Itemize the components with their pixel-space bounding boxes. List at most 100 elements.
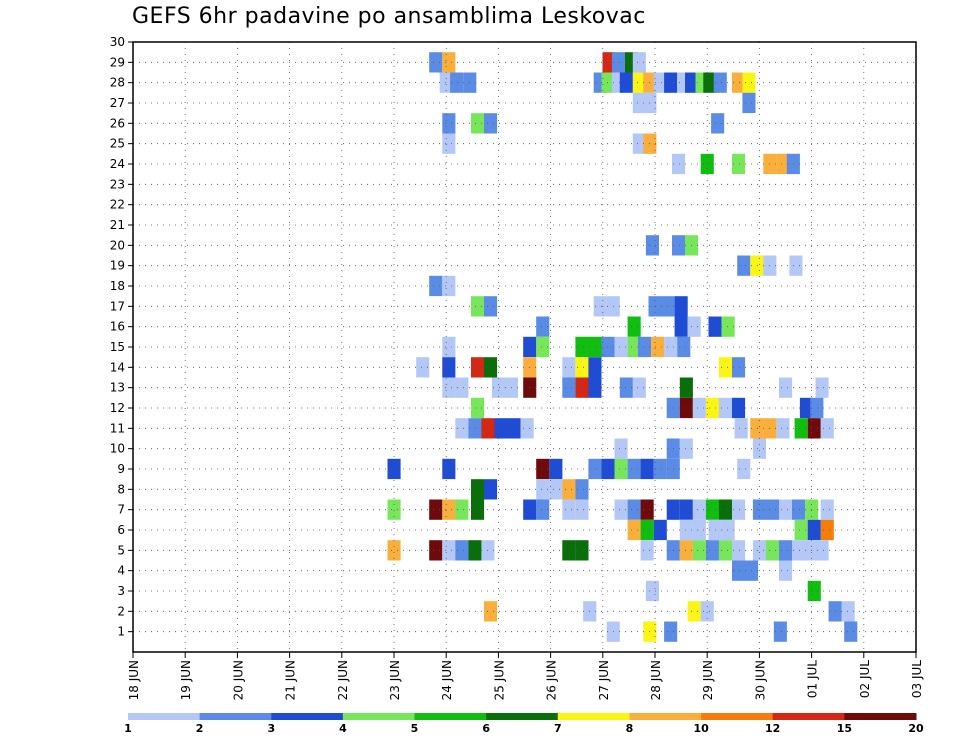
heatmap-cell xyxy=(750,255,764,276)
heatmap-cell xyxy=(549,479,563,500)
heatmap-cell xyxy=(732,540,746,561)
heatmap-cell xyxy=(807,519,821,541)
x-tick-label: 29 JUN xyxy=(701,660,715,700)
y-tick-label: 22 xyxy=(110,198,125,212)
heatmap-cell xyxy=(611,52,625,73)
x-tick-label: 01 JUL xyxy=(806,660,820,698)
heatmap-cell xyxy=(794,519,808,541)
x-tick-label: 20 JUN xyxy=(231,660,245,700)
heatmap-cell xyxy=(779,540,793,561)
heatmap-cell xyxy=(549,458,563,480)
heatmap-cell xyxy=(536,479,550,500)
y-tick-label: 23 xyxy=(110,177,125,191)
y-tick-label: 14 xyxy=(110,360,125,374)
heatmap-cell xyxy=(455,499,469,520)
heatmap-cell xyxy=(575,377,589,398)
heatmap-cell xyxy=(593,296,607,317)
heatmap-cell xyxy=(416,357,430,378)
heatmap-cell xyxy=(794,418,808,439)
heatmap-cell xyxy=(679,397,693,419)
heatmap-cell xyxy=(601,458,615,480)
heatmap-cell xyxy=(638,336,652,358)
colorbar-label: 7 xyxy=(554,722,562,735)
heatmap-cell xyxy=(732,499,746,520)
heatmap-cell xyxy=(520,418,534,439)
heatmap-cell xyxy=(700,601,714,622)
y-tick-label: 28 xyxy=(110,76,125,90)
y-tick-label: 1 xyxy=(117,625,125,639)
heatmap-cell xyxy=(484,479,498,500)
x-tick-label: 03 JUL xyxy=(910,660,924,698)
heatmap-cell xyxy=(742,72,756,93)
y-tick-label: 3 xyxy=(117,584,125,598)
x-tick-label: 27 JUN xyxy=(597,660,611,700)
y-tick-label: 27 xyxy=(110,96,125,110)
heatmap-cell xyxy=(387,499,401,520)
colorbar-label: 2 xyxy=(196,722,204,735)
heatmap-cell xyxy=(588,357,602,378)
heatmap-cell xyxy=(429,275,443,297)
y-tick-label: 8 xyxy=(117,482,125,496)
heatmap-cell xyxy=(705,540,719,561)
heatmap-cell xyxy=(455,377,469,398)
heatmap-cell xyxy=(792,540,806,561)
x-tick-label: 25 JUN xyxy=(492,660,506,700)
x-tick-label: 02 JUL xyxy=(858,660,872,698)
heatmap-cell xyxy=(750,418,764,439)
heatmap-cell xyxy=(614,438,628,459)
heatmap-cell xyxy=(627,336,641,358)
heatmap-cell xyxy=(841,601,855,622)
y-tick-label: 18 xyxy=(110,279,125,293)
y-tick-label: 30 xyxy=(110,35,125,49)
heatmap-cell xyxy=(632,72,646,93)
heatmap-cell xyxy=(575,357,589,378)
heatmap-cell xyxy=(705,499,719,520)
heatmap-cell xyxy=(674,296,688,317)
heatmap-cell xyxy=(536,336,550,358)
x-tick-label: 23 JUN xyxy=(388,660,402,700)
heatmap-cell xyxy=(450,72,464,93)
y-tick-label: 29 xyxy=(110,55,125,69)
heatmap-cell xyxy=(779,499,793,520)
heatmap-cell xyxy=(429,52,443,73)
colorbar-swatch xyxy=(486,713,559,720)
y-tick-label: 19 xyxy=(110,259,125,273)
heatmap-cell xyxy=(536,499,550,520)
chart-title: GEFS 6hr padavine po ansamblima Leskovac xyxy=(132,4,646,29)
heatmap-cell xyxy=(651,336,665,358)
heatmap-cell xyxy=(679,499,693,520)
heatmap-cell xyxy=(627,519,641,541)
heatmap-cell xyxy=(484,113,498,134)
heatmap-cell xyxy=(721,519,735,541)
heatmap-cell xyxy=(776,153,790,175)
heatmap-cell xyxy=(632,52,646,73)
heatmap-cell xyxy=(588,377,602,398)
heatmap-cell xyxy=(692,540,706,561)
heatmap-cell xyxy=(661,296,675,317)
heatmap-cell xyxy=(844,621,858,642)
heatmap-cell xyxy=(601,336,615,358)
heatmap-cell xyxy=(442,275,456,297)
y-tick-label: 9 xyxy=(117,462,125,476)
heatmap-cell xyxy=(439,72,453,93)
heatmap-cell xyxy=(536,458,550,480)
heatmap-cell xyxy=(562,479,576,500)
heatmap-cell xyxy=(779,377,793,398)
heatmap-cell xyxy=(718,540,732,561)
heatmap-cell xyxy=(491,377,505,398)
heatmap-cell xyxy=(471,397,485,419)
y-tick-label: 10 xyxy=(110,442,125,456)
heatmap-cell xyxy=(732,397,746,419)
heatmap-cell xyxy=(632,377,646,398)
y-tick-label: 7 xyxy=(117,503,125,517)
colorbar-label: 20 xyxy=(908,722,924,735)
heatmap-cell xyxy=(627,499,641,520)
x-tick-label: 28 JUN xyxy=(649,660,663,700)
y-tick-label: 5 xyxy=(117,543,125,557)
heatmap-cell xyxy=(713,72,727,93)
heatmap-cell xyxy=(752,438,766,459)
heatmap-cell xyxy=(619,377,633,398)
x-tick-label: 21 JUN xyxy=(284,660,298,700)
heatmap-cell xyxy=(562,377,576,398)
